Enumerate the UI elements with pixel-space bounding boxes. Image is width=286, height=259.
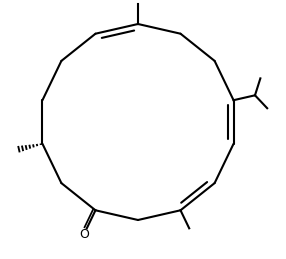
- Text: O: O: [79, 228, 89, 241]
